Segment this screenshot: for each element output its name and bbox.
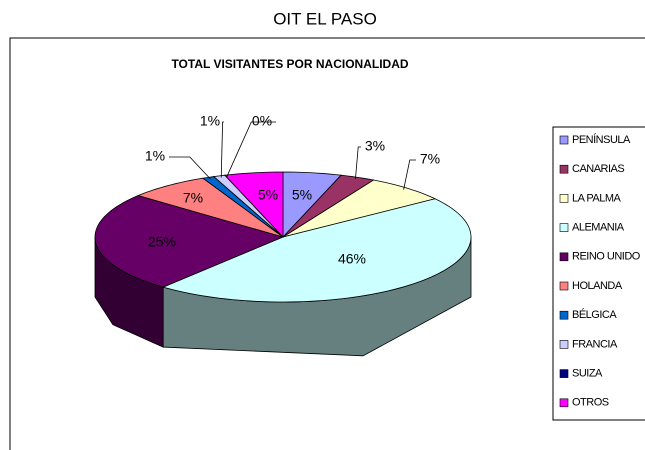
slice	[282, 179, 437, 238]
legend-label: ALEMANIA	[572, 222, 625, 234]
data-label: 1%	[200, 113, 220, 129]
leader-line	[169, 156, 211, 180]
leader-line	[226, 121, 276, 178]
data-label: 25%	[148, 234, 176, 250]
legend-label: BÉLGICA	[572, 308, 617, 321]
slice	[161, 198, 472, 303]
data-label: 1%	[145, 148, 165, 164]
page-title: OIT EL PASO	[273, 9, 377, 28]
slice	[136, 177, 284, 238]
legend-label: FRANCIA	[572, 338, 618, 350]
chart-title: TOTAL VISITANTES POR NACIONALIDAD	[171, 57, 408, 71]
leader-line	[355, 146, 361, 180]
legend-swatch	[559, 398, 569, 408]
leader-line	[220, 121, 224, 178]
legend-swatch	[559, 135, 569, 145]
legend-label: SUIZA	[572, 368, 603, 380]
legend-box	[552, 126, 645, 421]
slice	[224, 171, 284, 239]
legend-swatch	[559, 281, 569, 291]
legend-swatch	[559, 223, 569, 232]
leader-line	[403, 159, 416, 190]
legend-swatch	[559, 164, 569, 174]
legend-label: CANARIAS	[572, 163, 624, 175]
legend-label: LA PALMA	[572, 192, 622, 204]
data-label: 5%	[292, 187, 312, 203]
legend-label: OTROS	[572, 397, 609, 409]
data-label: 0%	[252, 113, 272, 129]
data-label: 7%	[183, 190, 203, 206]
legend-swatch	[559, 252, 569, 262]
data-label: 5%	[258, 187, 278, 203]
legend-swatch	[559, 340, 569, 349]
legend-swatch	[559, 194, 569, 203]
data-label: 3%	[365, 138, 385, 154]
slice	[282, 174, 375, 238]
legend-label: HOLANDA	[572, 280, 623, 292]
data-label: 46%	[338, 251, 366, 267]
legend-label: PENÍNSULA	[572, 133, 631, 146]
legend-swatch	[559, 369, 569, 378]
slice	[94, 195, 285, 288]
chart-frame	[9, 37, 645, 450]
legend-label: REINO UNIDO	[572, 251, 641, 263]
data-label: 7%	[420, 151, 440, 167]
legend-swatch	[559, 310, 569, 320]
slice	[282, 171, 342, 239]
